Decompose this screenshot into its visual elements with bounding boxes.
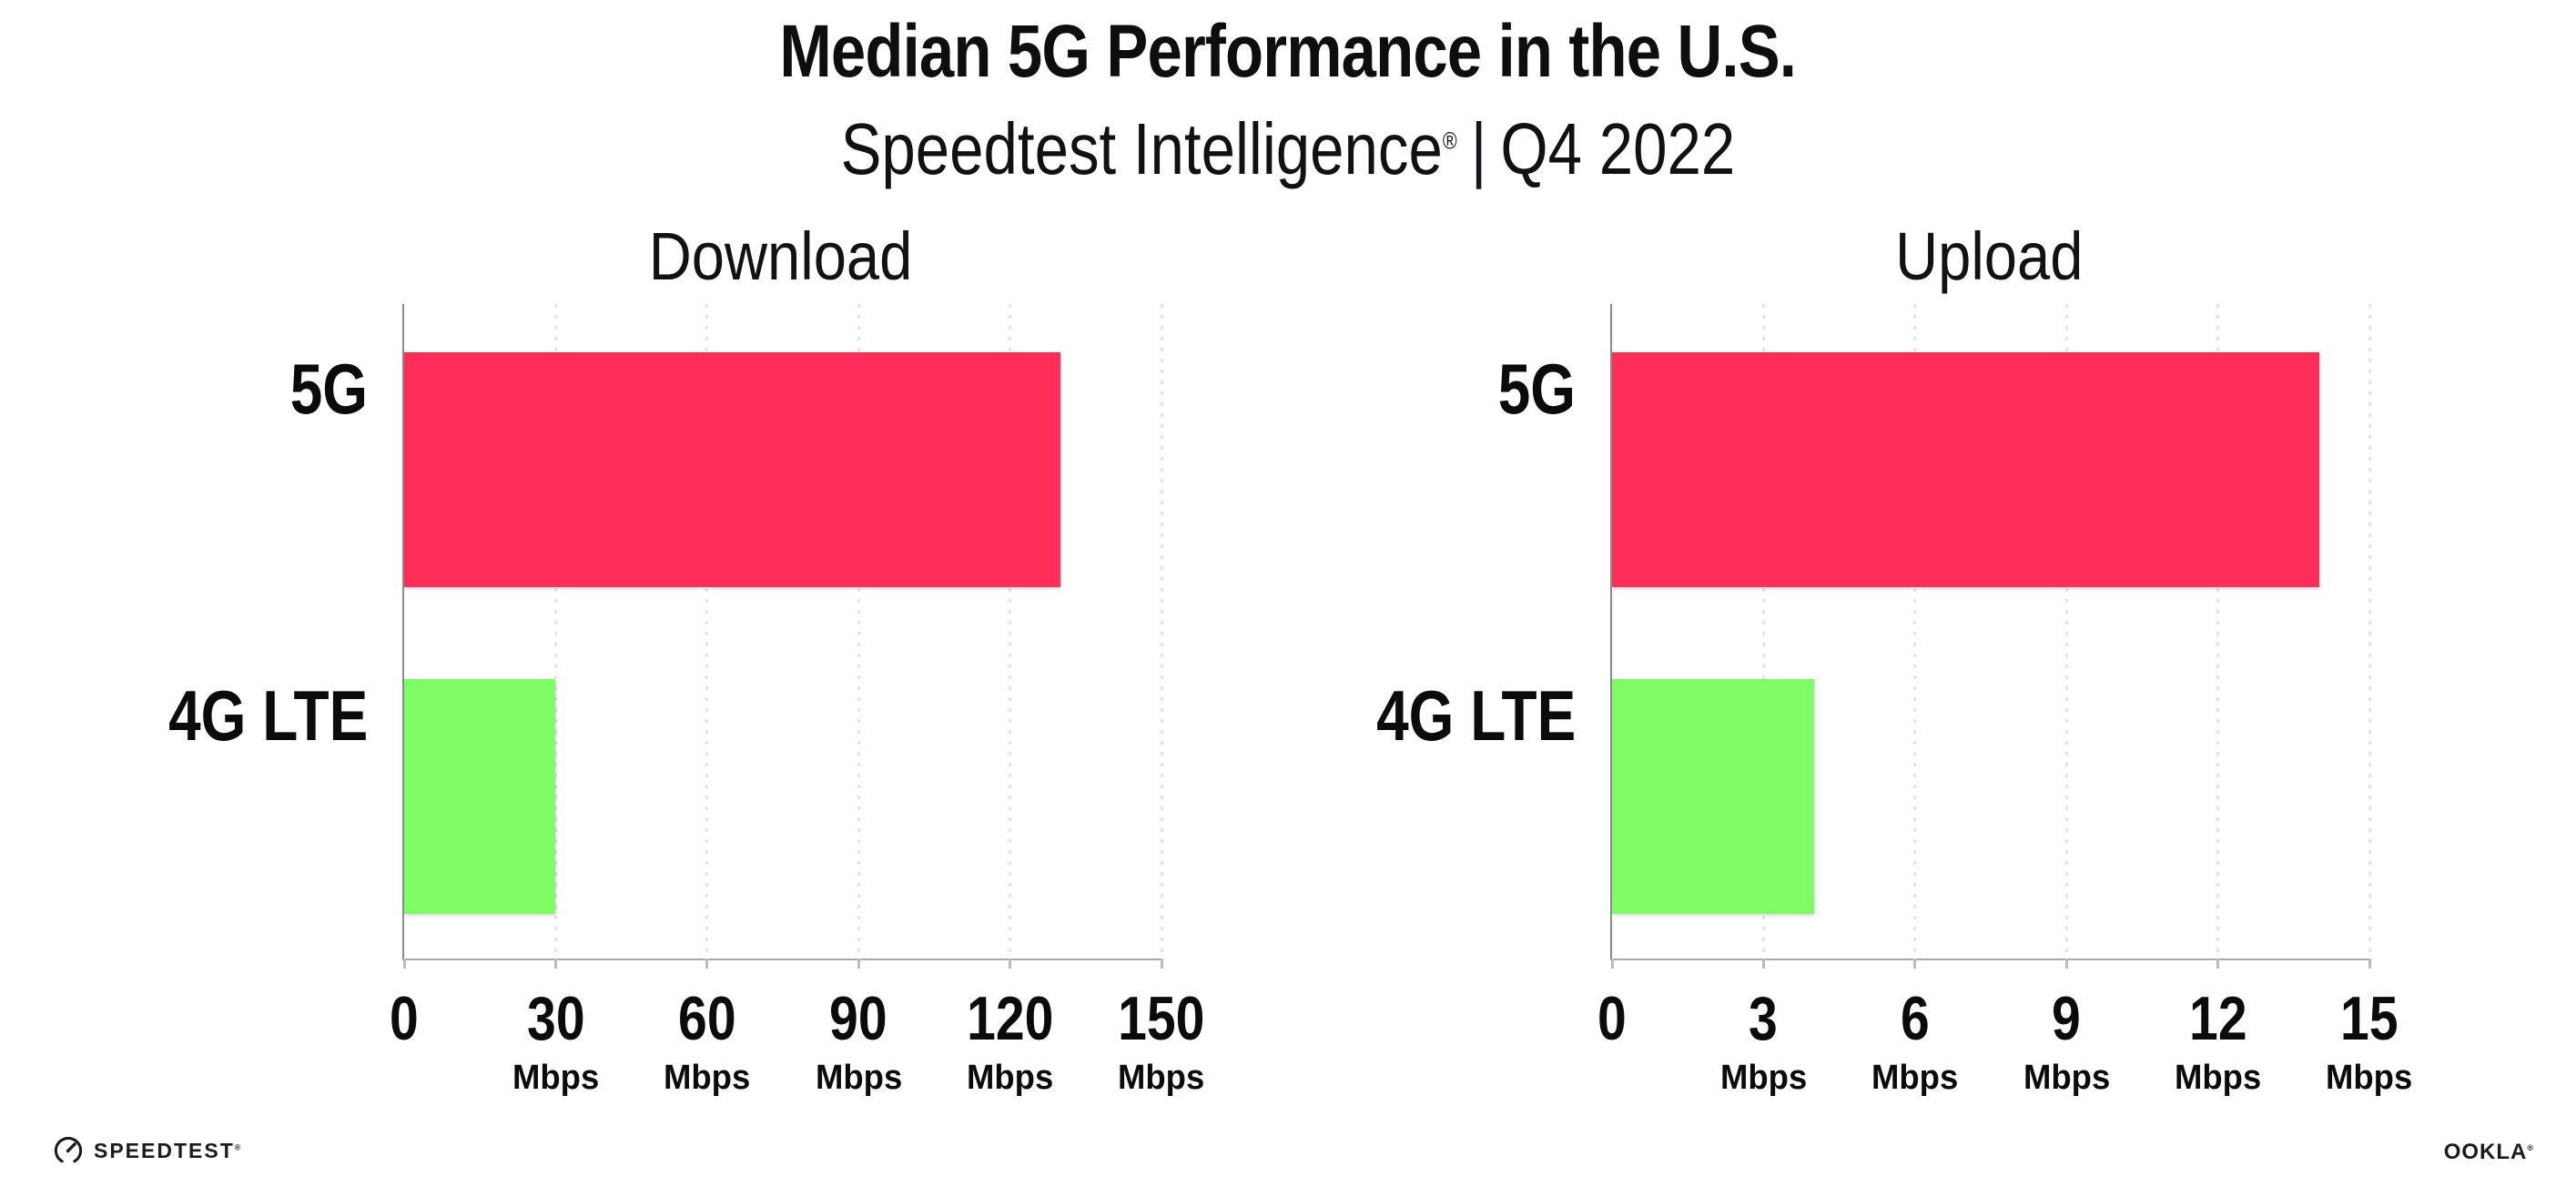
axis-tick-90 bbox=[857, 959, 860, 969]
tick-unit-120: Mbps bbox=[966, 1059, 1054, 1097]
download-plot-area: 0 30 Mbps 60 Mbps 90 Mbps 120 Mbps 150 Mbps bbox=[390, 304, 1205, 1096]
page-subtitle: Speedtest Intelligence® | Q4 2022 bbox=[0, 111, 2576, 188]
gridline-12 bbox=[2216, 304, 2220, 959]
tick-unit-6: Mbps bbox=[1871, 1059, 1959, 1097]
download-chart: Download 0 30 Mbps 60 Mbps 90 Mbps 120 Mbps 150 Mb… bbox=[147, 218, 1205, 1106]
axis-tick-15 bbox=[2368, 959, 2371, 969]
upload-plot-area: 0 3 Mbps 6 Mbps 9 Mbps 12 Mbps 15 Mbps bbox=[1597, 304, 2413, 1096]
tick-unit-9: Mbps bbox=[2023, 1059, 2110, 1097]
category-label-4g-lte: 4G LTE bbox=[167, 675, 368, 756]
axis-tick-6 bbox=[1913, 959, 1917, 969]
bar-4g-lte bbox=[1612, 679, 1814, 914]
gridline-30 bbox=[553, 304, 557, 959]
gridline-3 bbox=[1761, 304, 1765, 959]
category-label-5g: 5G bbox=[289, 348, 368, 429]
tick-label-30: 30 bbox=[526, 984, 585, 1053]
subtitle-period: Q4 2022 bbox=[1500, 108, 1736, 190]
tick-unit-12: Mbps bbox=[2174, 1059, 2262, 1097]
gridline-120 bbox=[1009, 304, 1012, 959]
tick-label-120: 120 bbox=[966, 984, 1054, 1053]
tick-unit-90: Mbps bbox=[815, 1059, 902, 1097]
bar-4g-lte bbox=[404, 679, 555, 914]
tick-label-60: 60 bbox=[678, 984, 736, 1053]
tick-unit-150: Mbps bbox=[1118, 1059, 1205, 1097]
axis-tick-3 bbox=[1761, 959, 1765, 969]
bar-5g bbox=[404, 352, 1060, 587]
subtitle-divider: | bbox=[1470, 108, 1487, 190]
page-title: Median 5G Performance in the U.S. bbox=[0, 10, 2576, 93]
gridline-6 bbox=[1913, 304, 1917, 959]
tick-label-0: 0 bbox=[390, 984, 419, 1053]
header: Median 5G Performance in the U.S. Speedt… bbox=[0, 0, 2576, 188]
speedtest-wordmark: SPEEDTEST® bbox=[94, 1138, 243, 1162]
gridline-60 bbox=[705, 304, 709, 959]
axis-tick-120 bbox=[1009, 959, 1012, 969]
ookla-logo: OOKLA® bbox=[2444, 1140, 2534, 1165]
category-label-5g: 5G bbox=[1497, 348, 1576, 429]
tick-label-12: 12 bbox=[2188, 984, 2247, 1053]
category-label-4g-lte: 4G LTE bbox=[1375, 675, 1576, 756]
tick-label-3: 3 bbox=[1749, 984, 1779, 1053]
axis-tick-0 bbox=[1610, 959, 1614, 969]
gridline-90 bbox=[857, 304, 860, 959]
gridline-9 bbox=[2064, 304, 2068, 959]
tick-unit-3: Mbps bbox=[1719, 1059, 1808, 1097]
axis-tick-30 bbox=[553, 959, 557, 969]
tick-label-6: 6 bbox=[1900, 984, 1930, 1053]
axis-tick-12 bbox=[2216, 959, 2220, 969]
axis-tick-60 bbox=[705, 959, 709, 969]
axis-tick-150 bbox=[1160, 959, 1163, 969]
download-chart-title: Download bbox=[649, 218, 913, 294]
speedtest-logo: SPEEDTEST® bbox=[53, 1132, 242, 1169]
tick-label-150: 150 bbox=[1118, 984, 1205, 1053]
tick-unit-60: Mbps bbox=[664, 1059, 751, 1097]
gridline-150 bbox=[1160, 304, 1163, 959]
axis-tick-9 bbox=[2064, 959, 2068, 969]
tick-unit-30: Mbps bbox=[512, 1059, 600, 1097]
gridline-15 bbox=[2368, 304, 2371, 959]
tick-label-9: 9 bbox=[2052, 984, 2082, 1053]
subtitle-brand: Speedtest Intelligence bbox=[840, 108, 1443, 190]
registered-trademark-icon: ® bbox=[1442, 128, 1457, 155]
registered-trademark-icon: ® bbox=[2527, 1143, 2534, 1152]
speedtest-gauge-icon bbox=[54, 1136, 83, 1163]
axis-tick-0 bbox=[402, 959, 406, 969]
tick-label-90: 90 bbox=[829, 984, 887, 1053]
upload-chart-title: Upload bbox=[1894, 218, 2084, 294]
ookla-wordmark: OOKLA bbox=[2443, 1140, 2528, 1164]
tick-label-0: 0 bbox=[1597, 984, 1627, 1053]
upload-chart: Upload 0 3 Mbps 6 Mbps 9 Mbps 12 Mbps 15 Mbps 5G 4G… bbox=[1355, 218, 2413, 1106]
tick-unit-15: Mbps bbox=[2326, 1059, 2413, 1097]
bar-5g bbox=[1612, 352, 2319, 587]
registered-trademark-icon: ® bbox=[234, 1141, 243, 1151]
tick-label-15: 15 bbox=[2340, 984, 2399, 1053]
page-title-text: Median 5G Performance in the U.S. bbox=[779, 10, 1798, 93]
